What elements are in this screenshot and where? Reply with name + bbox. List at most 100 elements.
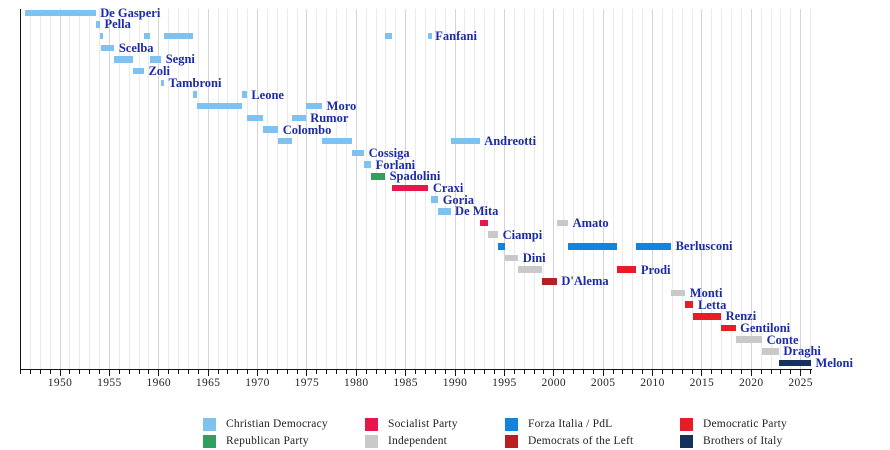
pm-bar-scelba-1	[101, 44, 115, 52]
gridline-2009	[642, 9, 644, 369]
legend-swatch-brothers-of-italy	[680, 434, 693, 448]
minor-tick-1946	[20, 370, 21, 374]
pm-bar-moro-2	[305, 102, 323, 110]
minor-tick-1989	[444, 370, 446, 374]
major-tick-2010	[652, 370, 653, 376]
gridline-1985	[405, 9, 407, 369]
x-tick-label-1990: 1990	[442, 377, 468, 389]
x-tick-label-1970: 1970	[245, 377, 270, 389]
minor-tick-1988	[434, 370, 436, 374]
minor-tick-1987	[424, 370, 426, 374]
legend-label-socialist-party: Socialist Party	[388, 418, 458, 430]
minor-tick-2014	[691, 370, 693, 374]
minor-tick-1977	[326, 370, 328, 374]
gridline-1964	[197, 9, 199, 369]
gridline-1994	[494, 9, 495, 369]
gridline-2013	[681, 9, 683, 369]
gridline-1951	[69, 9, 71, 369]
legend-entry-christian-democracy: Christian Democracy	[203, 417, 328, 431]
pm-label-meloni: Meloni	[815, 355, 853, 370]
minor-tick-1991	[464, 370, 466, 374]
gridline-1965	[207, 9, 209, 369]
x-tick-label-1975: 1975	[294, 377, 320, 389]
minor-tick-2003	[582, 370, 584, 374]
minor-tick-2018	[731, 370, 732, 374]
minor-tick-1953	[89, 370, 91, 374]
gridline-1973	[286, 9, 288, 369]
minor-tick-1956	[118, 370, 120, 374]
gridline-2004	[592, 9, 594, 369]
pm-bar-leone-1	[192, 91, 198, 98]
gridline-1967	[227, 9, 229, 369]
gridline-1987	[424, 9, 426, 369]
minor-tick-1984	[395, 370, 397, 374]
gridline-1975	[306, 9, 308, 369]
gridline-2015	[701, 9, 703, 369]
x-tick-label-1960: 1960	[146, 377, 172, 389]
gridline-1970	[257, 9, 258, 369]
pm-bar-rumor-1	[246, 114, 264, 122]
legend-label-forza-italia-pdl: Forza Italia / PdL	[528, 418, 613, 430]
pm-bar-tambroni-1	[161, 79, 165, 87]
legend-swatch-independent	[365, 434, 378, 448]
major-tick-2015	[701, 370, 703, 376]
minor-tick-1949	[49, 370, 51, 374]
pm-bar-rumor-2	[292, 114, 306, 122]
pm-bar-moro-1	[197, 102, 243, 110]
gridline-2011	[661, 9, 663, 369]
gridline-1960	[158, 9, 160, 369]
x-tick-label-1995: 1995	[492, 377, 517, 389]
minor-tick-2023	[780, 370, 782, 374]
x-tick-label-1955: 1955	[97, 377, 122, 389]
minor-tick-2009	[642, 370, 644, 374]
minor-tick-1959	[148, 370, 150, 374]
minor-tick-1952	[79, 370, 81, 374]
pm-label-ciampi: Ciampi	[502, 227, 543, 242]
gridline-2016	[711, 9, 713, 369]
gridline-2020	[750, 9, 752, 369]
pm-label-goria: Goria	[442, 192, 474, 207]
legend-label-democratic-party: Democratic Party	[703, 418, 787, 430]
x-tick-label-1950: 1950	[47, 377, 73, 389]
minor-tick-1978	[336, 370, 337, 374]
x-tick-label-1980: 1980	[343, 377, 369, 389]
legend-swatch-democratic-party	[680, 417, 693, 431]
pm-bar-ciampi-1	[487, 231, 499, 238]
minor-tick-1958	[138, 370, 140, 374]
minor-tick-1948	[39, 370, 41, 374]
legend-entry-democrats-of-the-left: Democrats of the Left	[505, 434, 633, 448]
gridline-1950	[59, 9, 61, 369]
major-tick-1955	[108, 370, 110, 376]
pm-bar-andreotti-1	[278, 137, 293, 145]
major-tick-1980	[355, 370, 357, 376]
pm-label-tambroni: Tambroni	[168, 75, 222, 90]
gridline-2001	[563, 9, 565, 369]
pm-bar-conte-1	[735, 336, 763, 343]
major-tick-1995	[503, 370, 505, 376]
gridline-1992	[474, 9, 476, 369]
minor-tick-1951	[69, 370, 71, 374]
pm-label-moro: Moro	[326, 99, 357, 114]
gridline-1963	[187, 9, 189, 369]
gridline-1986	[415, 9, 416, 369]
legend-label-brothers-of-italy: Brothers of Italy	[703, 435, 783, 447]
pm-label-berlusconi: Berlusconi	[675, 239, 733, 254]
minor-tick-1947	[29, 370, 31, 374]
gridline-1947	[29, 9, 31, 369]
minor-tick-1998	[533, 370, 535, 374]
gridline-1983	[385, 9, 387, 369]
gridline-1976	[316, 9, 318, 369]
pm-bar-monti-1	[671, 289, 686, 297]
gridline-1958	[138, 9, 140, 369]
minor-tick-1992	[474, 370, 476, 374]
minor-tick-1962	[178, 370, 179, 374]
x-tick-label-2015: 2015	[689, 377, 715, 389]
pm-label-draghi: Draghi	[783, 344, 821, 359]
minor-tick-2012	[671, 370, 673, 374]
x-tick-label-2000: 2000	[541, 377, 567, 389]
pm-label-d-alema: D'Alema	[561, 274, 609, 289]
gridline-2010	[652, 9, 653, 369]
pm-bar-dini-1	[504, 254, 519, 262]
gridline-1978	[336, 9, 337, 369]
